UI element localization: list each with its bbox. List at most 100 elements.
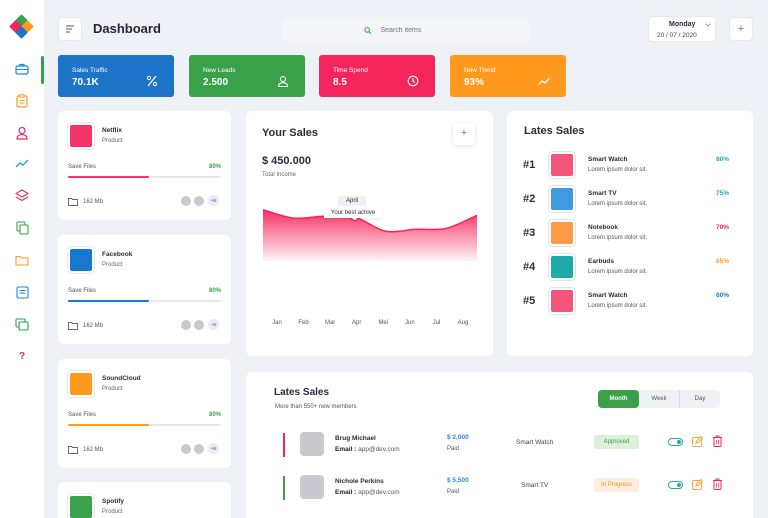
row-indicator — [283, 433, 285, 457]
product-type: Product — [102, 509, 123, 515]
sidebar: ? — [0, 0, 44, 518]
date-picker[interactable]: Monday 20 / 07 / 2020 — [648, 16, 716, 42]
x-axis-label: Jan — [272, 320, 282, 326]
product-desc: Lorem ipsum dolor sit. — [588, 201, 648, 207]
x-axis-label: Mei — [378, 320, 389, 326]
product-swatch — [549, 186, 575, 212]
toggle-switch[interactable] — [668, 481, 683, 489]
table-row[interactable]: Nichole Perkins Email : app@dev.com $ 5,… — [246, 475, 753, 501]
payment-status: Paid — [447, 489, 460, 495]
more-members-badge[interactable]: +5 — [208, 443, 219, 454]
more-members-badge[interactable]: +5 — [208, 319, 219, 330]
product-card-soundcloud[interactable]: SoundCloud Product Save Files 80% 162 Mb… — [58, 359, 231, 468]
tab-month[interactable]: Month — [598, 390, 639, 408]
ranked-sale-row[interactable]: #2 Smart TV Lorem ipsum dolor sit. 75% — [507, 185, 753, 215]
save-files-percent: 80% — [208, 412, 221, 418]
x-axis-label: Apr — [352, 320, 362, 326]
avatar — [180, 443, 192, 455]
customer-name: Brug Michael — [335, 435, 376, 442]
table-row[interactable]: Brug Michael Email : app@dev.com $ 2,000… — [246, 432, 753, 458]
menu-icon — [66, 25, 74, 33]
search-bar[interactable] — [282, 18, 530, 42]
product-swatch — [549, 288, 575, 314]
progress-track — [68, 424, 221, 426]
trend-icon[interactable] — [14, 156, 30, 172]
add-button[interactable]: + — [729, 17, 753, 41]
logo — [9, 14, 34, 39]
avatar — [180, 195, 192, 207]
menu-toggle-button[interactable] — [58, 17, 82, 41]
save-files-percent: 80% — [208, 164, 221, 170]
avatar — [193, 319, 205, 331]
product-card-spotify[interactable]: Spotify Product — [58, 482, 231, 518]
product-card-netflix[interactable]: Netflix Product Save Files 80% 162 Mb +5 — [58, 111, 231, 220]
row-indicator — [283, 476, 285, 500]
product-name: Notebook — [588, 224, 618, 231]
rank-label: #1 — [523, 159, 536, 171]
product-name: Smart Watch — [588, 156, 628, 163]
progress-fill — [68, 424, 150, 426]
toggle-switch[interactable] — [668, 438, 683, 446]
payment-status: Paid — [447, 446, 460, 452]
tab-week[interactable]: Week — [639, 390, 680, 408]
user-icon[interactable] — [14, 125, 30, 141]
user-icon — [277, 75, 289, 87]
gallery-icon[interactable] — [14, 316, 30, 332]
stat-card-new-trend[interactable]: New Trend 93% — [450, 55, 566, 97]
layers-icon[interactable] — [14, 188, 30, 204]
product-type: Product — [102, 386, 123, 392]
copy-icon[interactable] — [14, 220, 30, 236]
trash-icon[interactable] — [712, 435, 723, 447]
product-name: Smart Watch — [588, 292, 628, 299]
chart-line — [262, 208, 478, 233]
product-type: Product — [102, 262, 123, 268]
clipboard-icon[interactable] — [14, 93, 30, 109]
edit-icon[interactable] — [692, 436, 703, 447]
search-input[interactable] — [380, 26, 530, 34]
tab-day[interactable]: Day — [694, 396, 706, 402]
folder-icon[interactable] — [14, 252, 30, 268]
stat-card-sales-traffic[interactable]: Sales Traffic 70.1K — [58, 55, 174, 97]
avatar — [180, 319, 192, 331]
sale-amount: $ 5,500 — [447, 477, 469, 484]
help-icon[interactable]: ? — [18, 350, 26, 362]
progress-track — [68, 176, 221, 178]
x-axis-label: Feb — [298, 320, 309, 326]
progress-fill — [68, 300, 150, 302]
avatar — [300, 475, 324, 499]
ranked-sale-row[interactable]: #5 Smart Watch Lorem ipsum dolor sit. 60… — [507, 287, 753, 317]
product-thumbnail — [68, 371, 94, 397]
x-axis-label: Mar — [324, 320, 336, 326]
avatar — [193, 195, 205, 207]
product-card-facebook[interactable]: Facebook Product Save Files 80% 162 Mb +… — [58, 235, 231, 344]
product-percent: 70% — [715, 224, 729, 231]
ranked-sale-row[interactable]: #1 Smart Watch Lorem ipsum dolor sit. 80… — [507, 151, 753, 181]
product-name: Smart Watch — [516, 439, 554, 446]
status-badge: In Progress — [594, 478, 639, 492]
product-thumbnail — [68, 494, 94, 518]
chart-tooltip-text: Your best achive — [324, 208, 382, 218]
trash-icon[interactable] — [712, 478, 723, 490]
notes-icon[interactable] — [14, 284, 30, 300]
stat-card-time-spend[interactable]: Time Spend 8.5 — [319, 55, 435, 97]
more-members-badge[interactable]: +5 — [208, 195, 219, 206]
ranked-sale-row[interactable]: #4 Earbuds Lorem ipsum dolor sit. 65% — [507, 253, 753, 283]
save-files-label: Save Files — [68, 164, 97, 170]
briefcase-icon[interactable] — [14, 61, 30, 77]
product-name: Spotify — [102, 498, 125, 505]
percent-icon — [146, 75, 158, 87]
ranked-sale-row[interactable]: #3 Notebook Lorem ipsum dolor sit. 70% — [507, 219, 753, 249]
sales-area-chart — [262, 208, 478, 261]
product-name: Smart TV — [588, 190, 617, 197]
add-sale-button[interactable]: + — [453, 123, 475, 145]
product-percent: 75% — [715, 190, 729, 197]
stat-card-new-leads[interactable]: New Leads 2.500 — [189, 55, 305, 97]
rank-label: #4 — [523, 261, 536, 273]
edit-icon[interactable] — [692, 479, 703, 490]
stat-label: Sales Traffic — [72, 67, 108, 74]
file-size: 162 Mb — [83, 199, 104, 205]
chevron-down-icon — [705, 23, 711, 27]
stat-label: New Trend — [464, 67, 496, 74]
sales-table-card: Lates Sales More than 550+ new members M… — [246, 372, 753, 518]
rank-label: #2 — [523, 193, 536, 205]
